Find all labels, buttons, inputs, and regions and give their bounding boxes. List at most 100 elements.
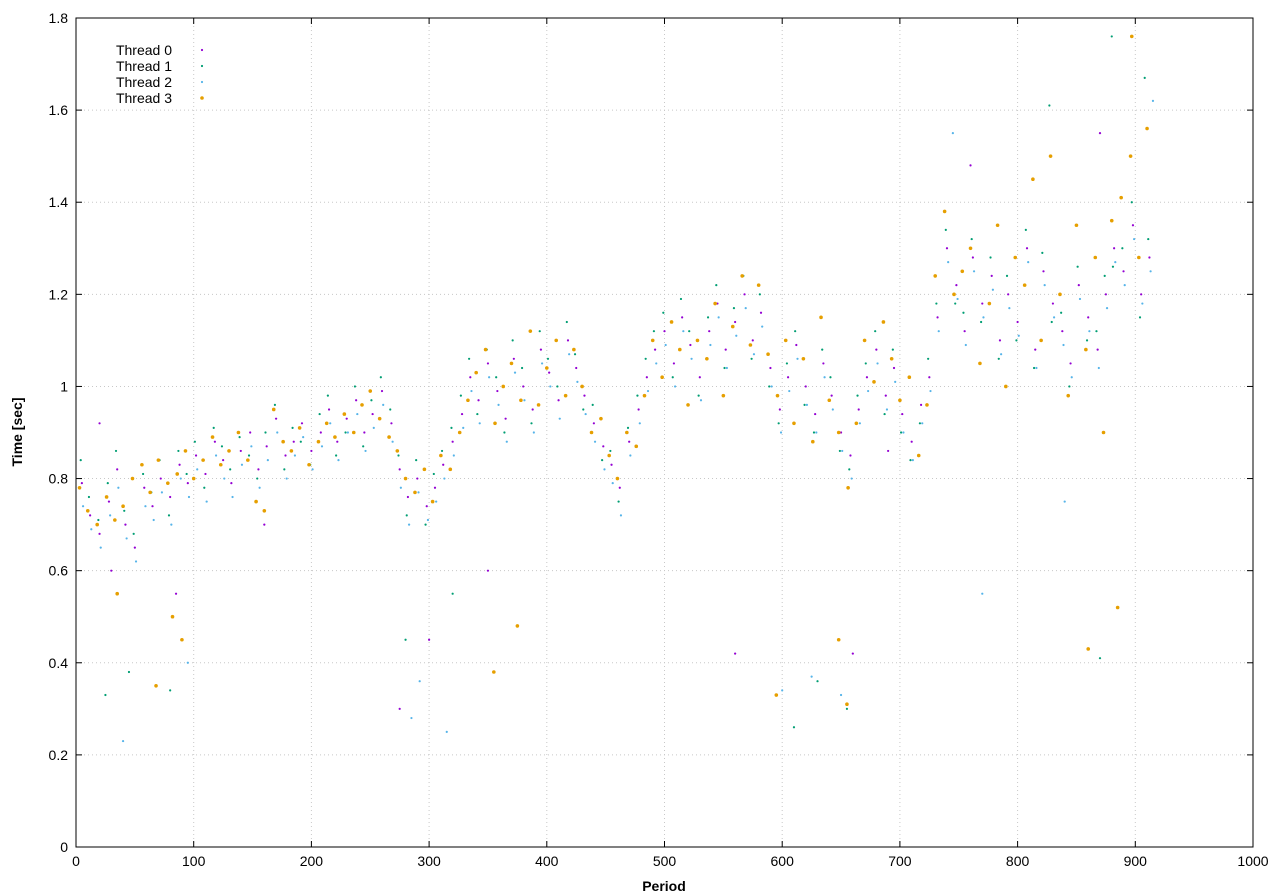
data-point-thread-2: [781, 689, 784, 692]
data-point-thread-3: [615, 476, 620, 481]
data-point-thread-0: [1098, 132, 1102, 135]
data-point-thread-2: [497, 403, 500, 406]
data-point-thread-1: [644, 357, 647, 360]
data-point-thread-1: [1015, 339, 1018, 342]
data-point-thread-3: [1093, 255, 1098, 260]
data-point-thread-3: [1048, 154, 1053, 158]
data-point-thread-1: [450, 426, 453, 429]
data-point-thread-1: [848, 468, 851, 471]
data-point-thread-2: [1105, 307, 1109, 310]
data-point-thread-0: [795, 343, 798, 347]
data-point-thread-0: [336, 440, 339, 443]
data-point-thread-3: [166, 481, 170, 485]
data-point-thread-3: [1013, 255, 1018, 260]
data-point-thread-3: [775, 393, 780, 398]
data-point-thread-2: [276, 431, 279, 434]
data-point-thread-1: [247, 454, 251, 457]
data-point-thread-3: [289, 449, 294, 453]
data-point-thread-1: [829, 376, 832, 379]
data-point-thread-1: [918, 422, 922, 425]
data-point-thread-0: [230, 482, 233, 485]
data-point-thread-0: [222, 459, 225, 462]
data-point-thread-1: [891, 348, 894, 351]
data-point-thread-2: [629, 454, 632, 457]
data-point-thread-0: [89, 514, 92, 517]
data-point-thread-1: [715, 284, 718, 287]
x-tick-label: 500: [653, 853, 677, 869]
data-point-thread-1: [750, 357, 753, 360]
data-point-thread-3: [678, 347, 682, 352]
data-point-thread-2: [90, 528, 93, 531]
data-point-thread-3: [377, 416, 382, 421]
data-point-thread-2: [744, 307, 747, 310]
data-point-thread-3: [933, 274, 938, 278]
x-axis-label: Period: [642, 878, 686, 894]
data-point-thread-3: [201, 458, 205, 462]
legend-marker: [200, 64, 204, 68]
data-point-thread-1: [299, 440, 302, 443]
data-point-thread-1: [792, 726, 796, 729]
data-point-thread-1: [1138, 316, 1142, 319]
data-point-thread-3: [466, 398, 470, 403]
data-point-thread-3: [634, 444, 639, 449]
data-point-thread-3: [925, 403, 929, 407]
data-point-thread-0: [531, 408, 534, 411]
data-point-thread-3: [1039, 338, 1043, 343]
data-point-thread-1: [127, 670, 131, 674]
data-point-thread-3: [474, 370, 478, 375]
data-point-thread-0: [355, 399, 358, 402]
data-point-thread-2: [186, 661, 189, 664]
data-point-thread-2: [532, 431, 535, 434]
data-point-thread-1: [1143, 76, 1146, 79]
data-point-thread-1: [1103, 274, 1106, 278]
data-point-thread-3: [836, 430, 841, 435]
data-point-thread-3: [218, 462, 223, 467]
data-point-thread-2: [646, 389, 650, 393]
data-point-thread-2: [223, 477, 226, 480]
data-point-thread-0: [884, 394, 887, 397]
data-point-thread-1: [1076, 265, 1079, 268]
data-point-thread-1: [379, 376, 382, 379]
data-point-thread-2: [1000, 353, 1003, 356]
data-point-thread-3: [536, 403, 541, 407]
data-point-thread-3: [987, 301, 992, 306]
data-point-thread-3: [660, 375, 664, 380]
data-point-thread-2: [752, 353, 756, 356]
data-point-thread-3: [642, 393, 647, 398]
data-point-thread-3: [1031, 177, 1035, 181]
data-point-thread-2: [584, 412, 587, 416]
data-point-thread-2: [426, 518, 430, 522]
x-tick-label: 0: [72, 853, 80, 869]
data-point-thread-1: [1130, 201, 1133, 204]
data-point-thread-2: [443, 477, 446, 480]
data-point-thread-2: [839, 693, 843, 697]
data-point-thread-3: [515, 624, 520, 628]
data-point-thread-2: [144, 505, 147, 508]
data-point-thread-3: [916, 453, 921, 458]
data-point-thread-0: [628, 440, 631, 443]
data-point-thread-2: [1063, 500, 1066, 503]
data-point-thread-3: [898, 398, 902, 403]
data-point-thread-3: [854, 421, 859, 426]
data-point-thread-0: [265, 445, 268, 448]
data-point-thread-0: [557, 399, 560, 402]
data-point-thread-0: [124, 523, 127, 526]
data-point-thread-2: [1141, 302, 1144, 305]
data-point-thread-2: [673, 385, 677, 388]
data-point-thread-2: [558, 417, 561, 420]
data-point-thread-2: [850, 477, 853, 480]
data-point-thread-3: [1109, 218, 1114, 223]
data-point-thread-0: [875, 348, 878, 351]
data-point-thread-0: [539, 348, 543, 351]
data-point-thread-0: [602, 445, 605, 448]
data-point-thread-0: [1007, 293, 1010, 296]
data-point-thread-0: [681, 316, 684, 319]
legend-marker: [200, 96, 204, 100]
data-point-thread-1: [326, 394, 329, 397]
data-point-thread-2: [1017, 334, 1020, 337]
data-point-thread-2: [540, 362, 544, 365]
data-point-thread-0: [1087, 316, 1090, 319]
data-point-thread-0: [486, 362, 490, 365]
data-point-thread-3: [995, 223, 1000, 228]
data-point-thread-0: [213, 440, 216, 443]
